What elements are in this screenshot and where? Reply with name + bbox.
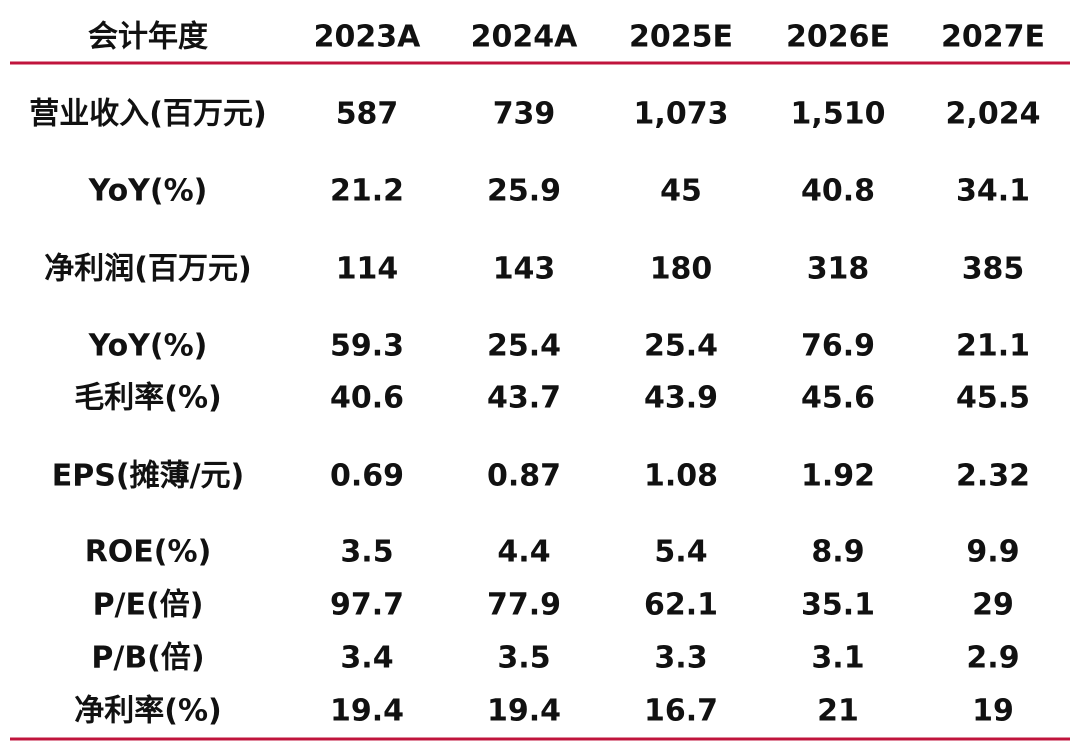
cell-value: 19 [972,694,1014,729]
cell-value: 143 [493,252,556,287]
cell-value: 587 [336,97,399,132]
cell-value: 97.7 [330,588,404,623]
cell-value: 25.4 [644,329,718,364]
cell-value: 0.87 [487,459,561,494]
cell-value: 16.7 [644,694,718,729]
cell-value: 114 [336,252,399,287]
header-year: 2026E [786,20,890,55]
cell-value: 3.4 [340,641,393,676]
header-year: 2023A [314,20,421,55]
row-label: 毛利率(%) [74,381,221,416]
cell-value: 25.9 [487,174,561,209]
cell-value: 385 [962,252,1025,287]
cell-value: 3.1 [811,641,864,676]
cell-value: 9.9 [966,535,1019,570]
cell-value: 62.1 [644,588,718,623]
row-label: ROE(%) [85,535,212,570]
cell-value: 21.1 [956,329,1030,364]
cell-value: 77.9 [487,588,561,623]
cell-value: 43.9 [644,381,718,416]
cell-value: 5.4 [654,535,707,570]
row-label: P/B(倍) [91,641,204,676]
cell-value: 318 [807,252,870,287]
row-label: YoY(%) [88,329,208,364]
header-label: 会计年度 [88,20,208,55]
cell-value: 3.5 [497,641,550,676]
row-label: 净利润(百万元) [44,252,251,287]
cell-value: 35.1 [801,588,875,623]
cell-value: 2.9 [966,641,1019,676]
cell-value: 21.2 [330,174,404,209]
cell-value: 1.08 [644,459,718,494]
cell-value: 40.8 [801,174,875,209]
cell-value: 2.32 [956,459,1030,494]
cell-value: 3.3 [654,641,707,676]
cell-value: 3.5 [340,535,393,570]
cell-value: 19.4 [330,694,404,729]
row-label: EPS(摊薄/元) [52,459,244,494]
cell-value: 180 [650,252,713,287]
cell-value: 1,510 [791,97,886,132]
cell-value: 19.4 [487,694,561,729]
row-label: P/E(倍) [93,588,204,623]
header-year: 2024A [471,20,578,55]
cell-value: 59.3 [330,329,404,364]
cell-value: 45 [660,174,702,209]
cell-value: 1.92 [801,459,875,494]
cell-value: 40.6 [330,381,404,416]
cell-value: 2,024 [946,97,1041,132]
cell-value: 8.9 [811,535,864,570]
cell-value: 739 [493,97,556,132]
cell-value: 43.7 [487,381,561,416]
cell-value: 45.5 [956,381,1030,416]
cell-value: 34.1 [956,174,1030,209]
cell-value: 0.69 [330,459,404,494]
row-label: 净利率(%) [74,694,221,729]
cell-value: 4.4 [497,535,550,570]
cell-value: 25.4 [487,329,561,364]
cell-value: 21 [817,694,859,729]
cell-value: 45.6 [801,381,875,416]
cell-value: 76.9 [801,329,875,364]
row-label: 营业收入(百万元) [29,97,266,132]
header-year: 2027E [941,20,1045,55]
cell-value: 1,073 [634,97,729,132]
cell-value: 29 [972,588,1014,623]
header-year: 2025E [629,20,733,55]
row-label: YoY(%) [88,174,208,209]
